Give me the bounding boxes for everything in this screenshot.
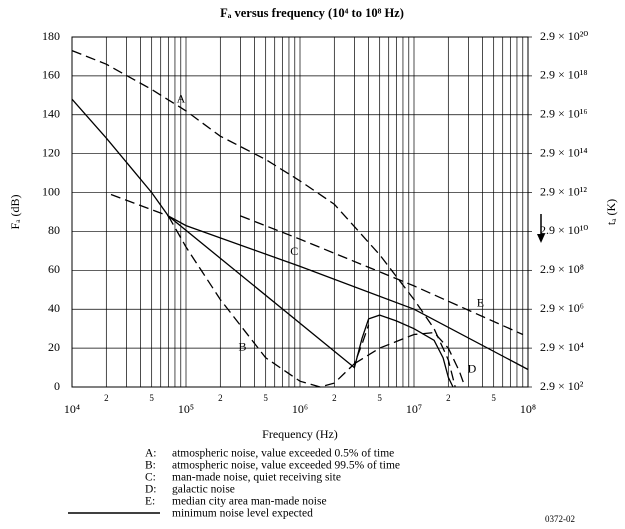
legend-key: C:: [145, 472, 156, 484]
curve-label: B: [238, 339, 246, 353]
legend: A: atmospheric noise, value exceeded 0.5%…: [68, 448, 400, 520]
y-tick-label: 40: [48, 301, 60, 315]
y-axis-label: Fₐ (dB): [8, 195, 22, 230]
curve: [167, 215, 529, 371]
y-tick-label: 20: [48, 340, 60, 354]
x-tick-label: 2: [104, 393, 109, 403]
y-tick-label: 100: [42, 184, 60, 198]
x-tick-label: 5: [149, 393, 154, 403]
legend-text: median city area man-made noise: [172, 496, 327, 508]
legend-text: minimum noise level expected: [172, 508, 313, 520]
y2-axis-label: tₐ (K): [604, 199, 618, 225]
y-tick-label: 0: [54, 379, 60, 393]
arrow: [537, 214, 545, 243]
y2-tick-label: 2.9 × 10¹⁴: [540, 145, 588, 159]
x-tick-label: 2: [446, 393, 451, 403]
legend-key: D:: [145, 484, 157, 496]
legend-key: A:: [145, 448, 157, 460]
y2-tick-label: 2.9 × 10¹⁶: [540, 107, 588, 121]
plot-frame: [71, 36, 529, 388]
curve: [71, 98, 454, 388]
curve: [167, 215, 370, 388]
y-tick-label: 80: [48, 223, 60, 237]
y-tick-label: 120: [42, 145, 60, 159]
x-tick-label: 10⁶: [292, 402, 308, 416]
curve-label: D: [468, 362, 477, 376]
y2-tick-label: 2.9 × 10⁶: [540, 301, 584, 315]
x-tick-label: 10⁵: [178, 402, 194, 416]
curve: [240, 215, 524, 336]
curve-label: A: [177, 91, 186, 105]
curve-label: E: [477, 295, 484, 309]
x-tick-label: 5: [377, 393, 382, 403]
y2-tick-label: 2.9 × 10²⁰: [540, 29, 588, 43]
legend-text: man-made noise, quiet receiving site: [172, 472, 341, 484]
y2-tick-label: 2.9 × 10¹⁸: [540, 68, 588, 82]
y2-tick-label: 2.9 × 10²: [540, 379, 584, 393]
y-tick-label: 140: [42, 107, 60, 121]
y2-tick-label: 2.9 × 10¹⁰: [540, 223, 588, 237]
x-tick-label: 5: [491, 393, 496, 403]
y2-tick-label: 2.9 × 10¹²: [540, 184, 587, 198]
x-tick-label: 10⁴: [64, 402, 80, 416]
y-tick-label: 180: [42, 29, 60, 43]
legend-key: B:: [145, 460, 156, 472]
legend-text: atmospheric noise, value exceeded 99.5% …: [172, 460, 400, 472]
y2-tick-label: 2.9 × 10⁴: [540, 340, 584, 354]
x-tick-label: 5: [263, 393, 268, 403]
figure-code: 0372-02: [545, 514, 575, 524]
x-tick-label: 10⁷: [406, 402, 422, 416]
legend-key: E:: [145, 496, 155, 508]
curve-label: C: [290, 244, 298, 258]
curve: [110, 193, 169, 217]
y-tick-label: 60: [48, 262, 60, 276]
x-axis-label: Frequency (Hz): [262, 427, 338, 441]
x-tick-label: 2: [332, 393, 337, 403]
chart-title: Fₐ versus frequency (10⁴ to 10⁸ Hz): [220, 6, 404, 20]
legend-text: atmospheric noise, value exceeded 0.5% o…: [172, 448, 394, 460]
y2-tick-label: 2.9 × 10⁸: [540, 262, 584, 276]
legend-text: galactic noise: [172, 484, 235, 496]
x-tick-label: 10⁸: [520, 402, 536, 416]
curve: [71, 49, 456, 388]
y-tick-label: 160: [42, 68, 60, 82]
x-tick-label: 2: [218, 393, 223, 403]
